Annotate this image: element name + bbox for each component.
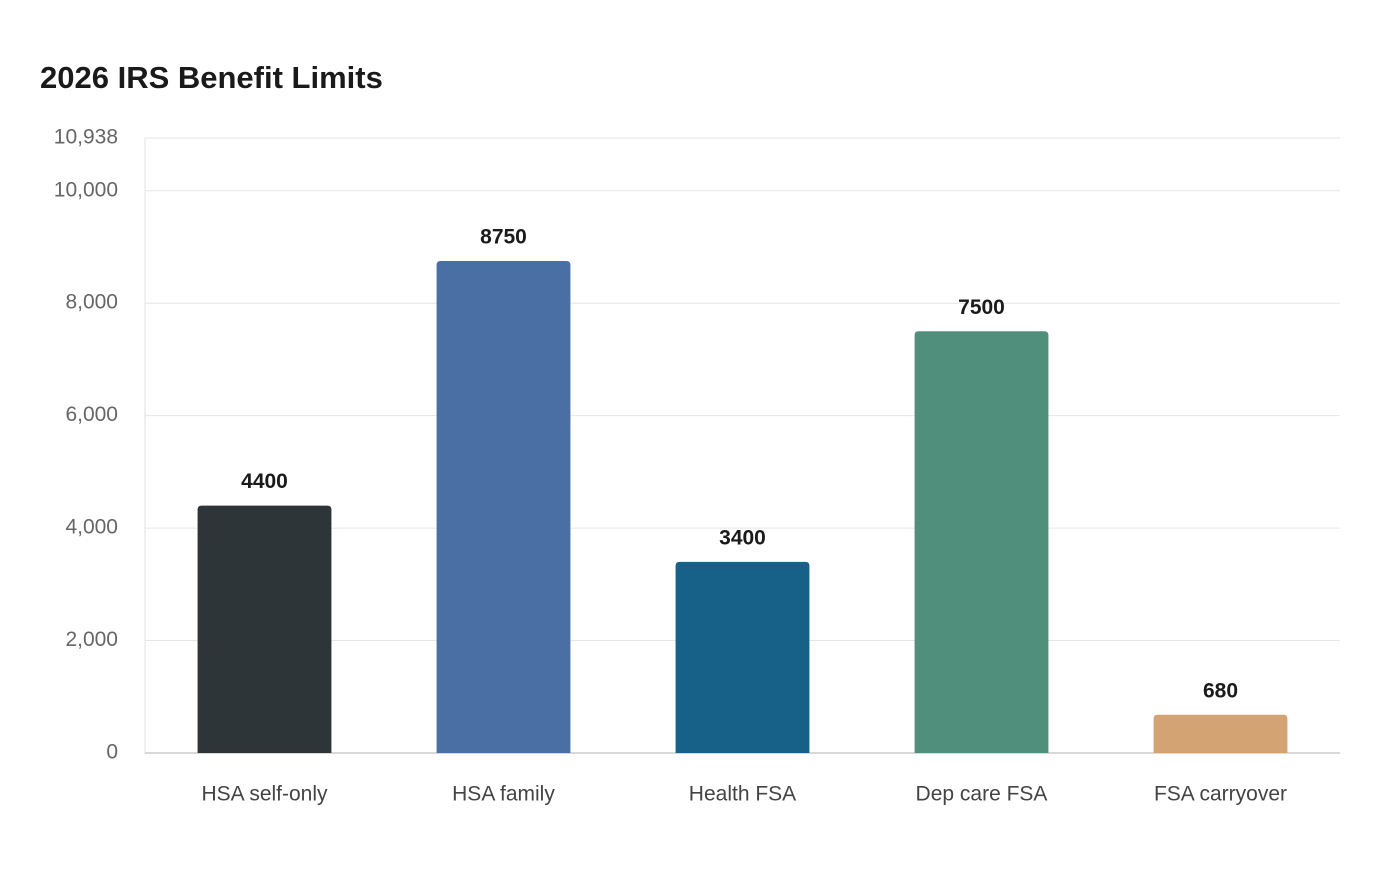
chart-title: 2026 IRS Benefit Limits [40, 60, 383, 95]
data-label: 680 [1203, 679, 1238, 702]
data-label: 4400 [241, 470, 288, 493]
y-tick-label: 6,000 [65, 403, 118, 426]
bars [197, 261, 1288, 753]
y-tick-label: 4,000 [65, 516, 118, 539]
x-tick-label: FSA carryover [1154, 783, 1287, 806]
bar [197, 505, 332, 753]
x-tick-label: Dep care FSA [916, 783, 1048, 806]
axes: 0 2,000 4,000 6,000 8,000 10,000 10,938 [54, 126, 1340, 764]
data-label: 8750 [480, 226, 527, 249]
data-label: 3400 [719, 526, 766, 549]
bar [1153, 714, 1288, 753]
y-tick-label: 10,000 [54, 178, 118, 201]
x-tick-label: HSA self-only [201, 783, 328, 806]
y-tick-label: 8,000 [65, 291, 118, 314]
data-label: 7500 [958, 296, 1005, 319]
y-tick-label: 0 [106, 741, 118, 764]
x-tick-label: Health FSA [689, 783, 796, 806]
x-tick-label: HSA family [452, 783, 555, 806]
labels: 4400 HSA self-only 8750 HSA family 3400 Healt… [201, 226, 1287, 806]
y-tick-label: 2,000 [65, 628, 118, 651]
gridlines [145, 137, 1340, 642]
bar [675, 561, 810, 753]
bar [914, 331, 1049, 753]
y-tick-label: 10,938 [54, 126, 118, 149]
bar [436, 261, 571, 753]
